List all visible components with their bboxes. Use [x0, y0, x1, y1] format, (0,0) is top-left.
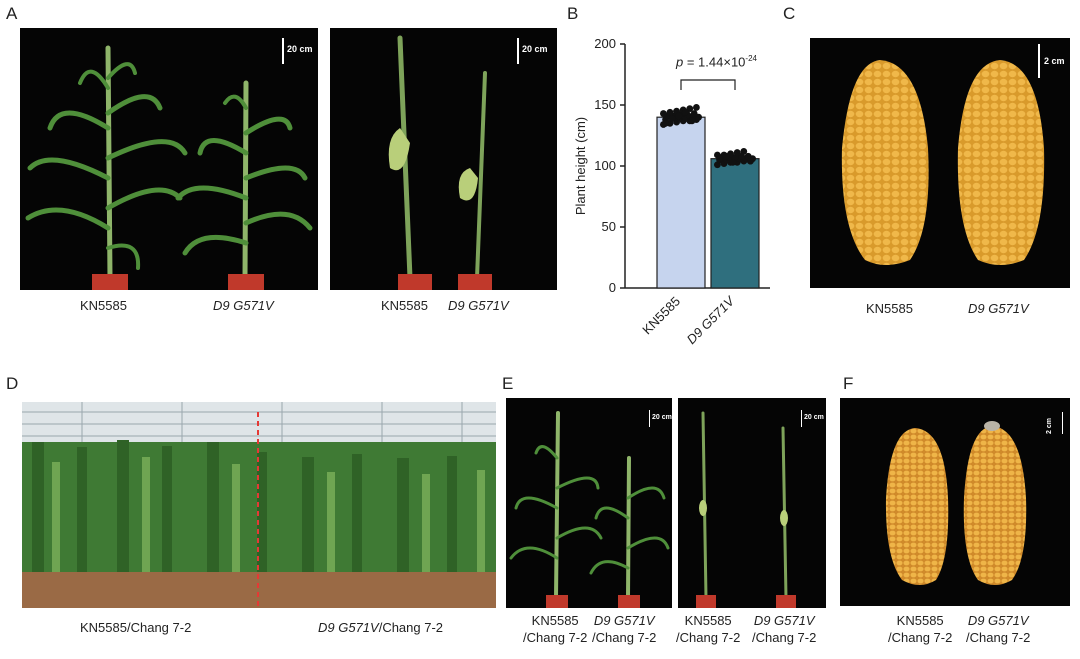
caption-d-1: KN5585/Chang 7-2 [80, 620, 192, 635]
caption-c-1: KN5585 [866, 301, 913, 316]
caption-a-2: D9 G571V [213, 298, 274, 313]
y-tick-label: 150 [594, 97, 616, 112]
caption-e-4: D9 G571V/Chang 7-2 [752, 613, 817, 645]
maize-plants-illustration [25, 45, 313, 290]
caption-d-2: D9 G571V/Chang 7-2 [318, 620, 444, 635]
caption-a-3: KN5585 [381, 298, 428, 313]
data-point [660, 110, 667, 117]
panel-letter-e: E [502, 374, 514, 393]
hybrid-ears-illustration [885, 421, 1027, 585]
data-point [722, 152, 730, 160]
y-tick-label: 50 [602, 219, 616, 234]
mature-maize-illustration [388, 35, 492, 290]
significance-bracket [680, 79, 736, 90]
y-tick-label: 200 [594, 36, 616, 51]
panel-letter-d: D [6, 374, 19, 393]
scale-bar-label: 20 cm [522, 44, 548, 54]
data-point [662, 119, 669, 127]
panel-letter-f: F [843, 374, 854, 393]
caption-e-1: KN5585/Chang 7-2 [523, 613, 588, 645]
data-point [693, 104, 700, 111]
hybrid-plants-illustration [509, 411, 670, 608]
data-point [733, 149, 741, 156]
maize-ears-illustration [841, 60, 1045, 265]
panel-a-photo-mature: 20 cm [330, 28, 557, 290]
scale-bar-label: 20 cm [287, 44, 313, 54]
data-point [747, 157, 754, 165]
panel-letter-a: A [6, 4, 18, 23]
data-point [668, 115, 676, 122]
caption-f-2: D9 G571V/Chang 7-2 [966, 613, 1031, 645]
p-value-annotation: p = 1.44×10-24 [676, 54, 757, 70]
plant-height-chart: 0 50 100 150 200 Plant height (cm) KN5585 D9 G5… [573, 36, 770, 347]
scale-bar-label: 20 cm [652, 414, 672, 421]
y-tick-label: 100 [594, 158, 616, 173]
x-tick-label: D9 G571V [684, 293, 738, 347]
scale-bar-label: 2 cm [1046, 418, 1053, 434]
panel-e-photo-vegetative: 20 cm [506, 398, 672, 608]
caption-e-2: D9 G571V/Chang 7-2 [592, 613, 657, 645]
data-point [729, 158, 737, 166]
panel-letter-b: B [567, 4, 579, 23]
bar-1 [710, 158, 760, 289]
caption-c-2: D9 G571V [968, 301, 1029, 316]
panel-c-photo-ears: 2 cm [810, 38, 1070, 288]
panel-f-photo-ears: 2 cm [840, 398, 1070, 606]
panel-e-photo-mature: 20 cm [678, 398, 826, 608]
data-point [688, 117, 696, 125]
caption-a-4: D9 G571V [448, 298, 509, 313]
data-point [690, 110, 698, 117]
y-tick-label: 0 [609, 280, 616, 295]
caption-e-3: KN5585/Chang 7-2 [676, 613, 741, 645]
caption-a-1: KN5585 [80, 298, 127, 313]
panel-letter-c: C [783, 4, 796, 23]
scale-bar-label: 20 cm [804, 414, 824, 421]
panel-d-photo-greenhouse [22, 402, 496, 608]
data-point [716, 155, 723, 163]
panel-a-photo-vegetative: 20 cm [20, 28, 318, 290]
bar-0 [656, 116, 706, 289]
data-point [666, 108, 674, 116]
data-point [740, 147, 748, 155]
data-point [682, 108, 689, 116]
hybrid-mature-illustration [696, 411, 796, 608]
x-tick-label: KN5585 [639, 294, 683, 338]
y-axis-label: Plant height (cm) [573, 117, 588, 215]
caption-f-1: KN5585/Chang 7-2 [888, 613, 953, 645]
scale-bar-label: 2 cm [1044, 56, 1065, 66]
data-point [675, 112, 683, 120]
greenhouse-illustration [22, 402, 496, 608]
